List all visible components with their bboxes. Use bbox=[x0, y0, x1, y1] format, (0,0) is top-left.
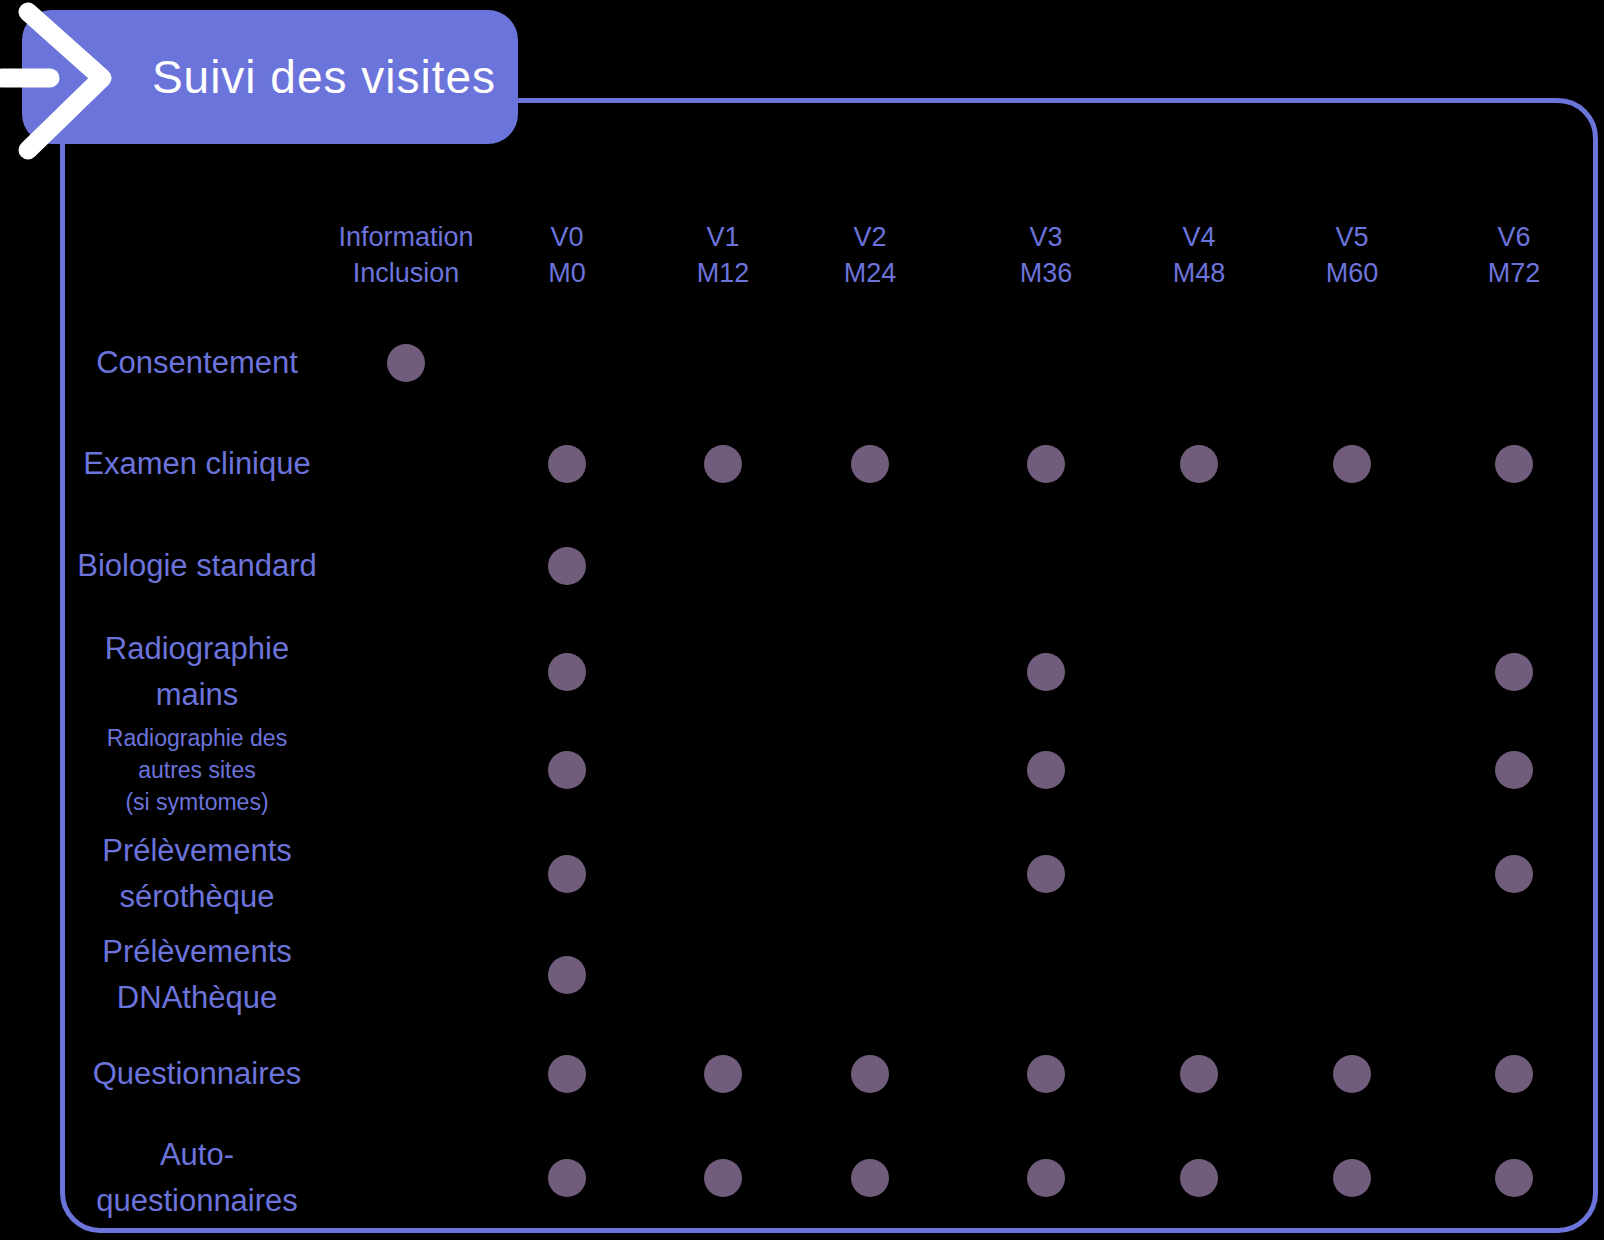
dot-examen-clinique-v4 bbox=[1180, 445, 1218, 483]
dot-radiographie-autres-sites-v0 bbox=[548, 751, 586, 789]
right-arrow-icon bbox=[0, 0, 120, 168]
row-label-consentement: Consentement bbox=[60, 340, 334, 386]
dot-auto-questionnaires-v4 bbox=[1180, 1159, 1218, 1197]
row-label-radiographie-mains: Radiographie mains bbox=[60, 626, 334, 718]
column-header-v6: V6 M72 bbox=[1424, 219, 1604, 291]
column-header-information-inclusion: Information Inclusion bbox=[316, 219, 496, 291]
dot-radiographie-mains-v3 bbox=[1027, 653, 1065, 691]
dot-consentement-information-inclusion bbox=[387, 344, 425, 382]
row-label-prelevements-dnatheque: Prélèvements DNAthèque bbox=[60, 929, 334, 1021]
dot-examen-clinique-v0 bbox=[548, 445, 586, 483]
dot-prelevements-serotheque-v0 bbox=[548, 855, 586, 893]
dot-radiographie-mains-v0 bbox=[548, 653, 586, 691]
dot-radiographie-autres-sites-v3 bbox=[1027, 751, 1065, 789]
dot-questionnaires-v0 bbox=[548, 1055, 586, 1093]
row-label-questionnaires: Questionnaires bbox=[60, 1051, 334, 1097]
dot-examen-clinique-v2 bbox=[851, 445, 889, 483]
dot-auto-questionnaires-v6 bbox=[1495, 1159, 1533, 1197]
figure-title: Suivi des visites bbox=[152, 50, 496, 104]
row-label-prelevements-serotheque: Prélèvements sérothèque bbox=[60, 828, 334, 920]
dot-radiographie-mains-v6 bbox=[1495, 653, 1533, 691]
dot-questionnaires-v2 bbox=[851, 1055, 889, 1093]
dot-examen-clinique-v6 bbox=[1495, 445, 1533, 483]
dot-prelevements-serotheque-v3 bbox=[1027, 855, 1065, 893]
dot-questionnaires-v4 bbox=[1180, 1055, 1218, 1093]
dot-questionnaires-v1 bbox=[704, 1055, 742, 1093]
dot-radiographie-autres-sites-v6 bbox=[1495, 751, 1533, 789]
dot-auto-questionnaires-v2 bbox=[851, 1159, 889, 1197]
dot-questionnaires-v3 bbox=[1027, 1055, 1065, 1093]
dot-examen-clinique-v1 bbox=[704, 445, 742, 483]
column-header-v0: V0 M0 bbox=[477, 219, 657, 291]
column-header-v2: V2 M24 bbox=[780, 219, 960, 291]
dot-examen-clinique-v5 bbox=[1333, 445, 1371, 483]
dot-biologie-standard-v0 bbox=[548, 547, 586, 585]
dot-prelevements-serotheque-v6 bbox=[1495, 855, 1533, 893]
dot-auto-questionnaires-v0 bbox=[548, 1159, 586, 1197]
dot-prelevements-dnatheque-v0 bbox=[548, 956, 586, 994]
row-label-auto-questionnaires: Auto- questionnaires bbox=[60, 1132, 334, 1224]
column-header-v5: V5 M60 bbox=[1262, 219, 1442, 291]
dot-auto-questionnaires-v3 bbox=[1027, 1159, 1065, 1197]
row-label-radiographie-autres-sites: Radiographie des autres sites (si symtom… bbox=[60, 722, 334, 818]
dot-auto-questionnaires-v1 bbox=[704, 1159, 742, 1197]
row-label-biologie-standard: Biologie standard bbox=[60, 543, 334, 589]
dot-auto-questionnaires-v5 bbox=[1333, 1159, 1371, 1197]
dot-questionnaires-v6 bbox=[1495, 1055, 1533, 1093]
row-label-examen-clinique: Examen clinique bbox=[60, 441, 334, 487]
dot-examen-clinique-v3 bbox=[1027, 445, 1065, 483]
figure-canvas: Suivi des visites Information InclusionV… bbox=[0, 0, 1604, 1240]
dot-questionnaires-v5 bbox=[1333, 1055, 1371, 1093]
